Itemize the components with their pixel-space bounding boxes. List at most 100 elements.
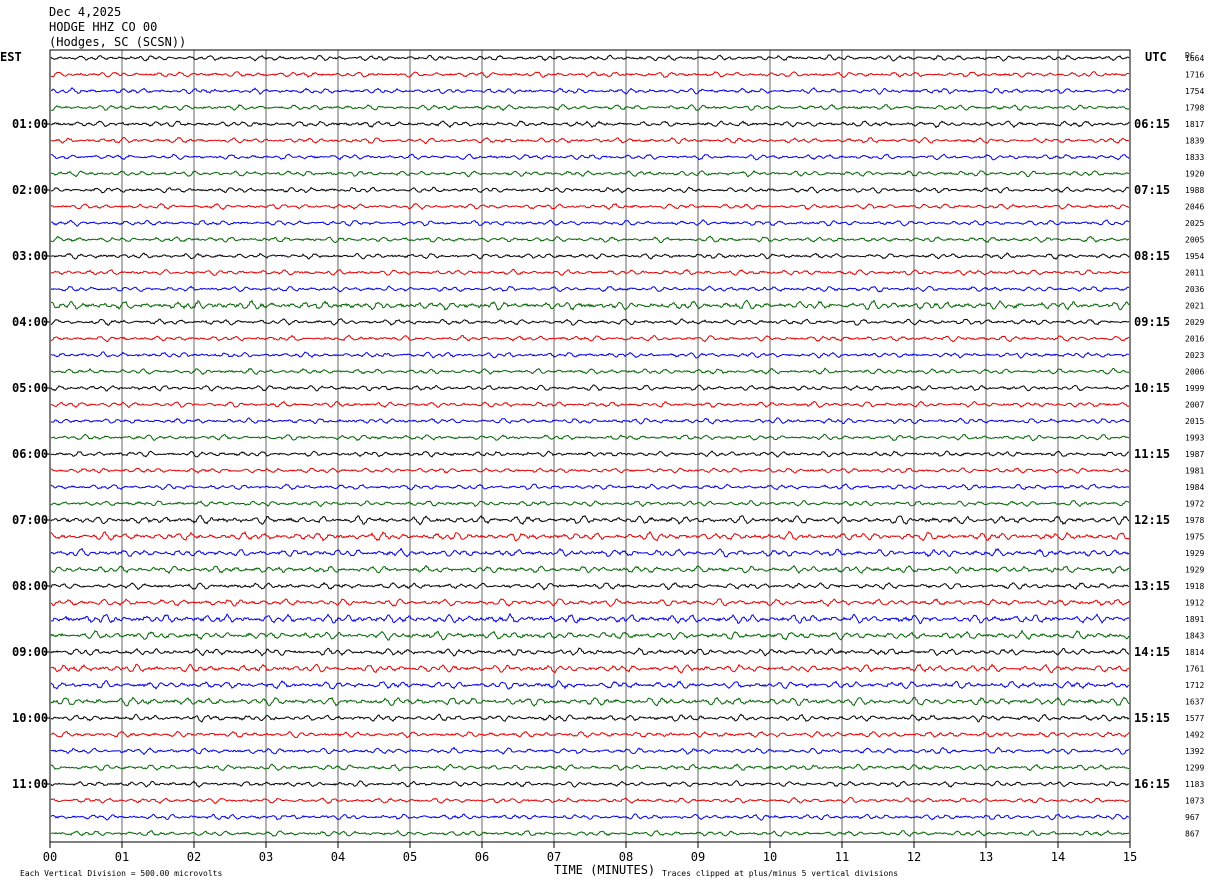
seismic-trace — [50, 450, 1130, 458]
grid — [44, 49, 1131, 848]
dc-offset-label: 1929 — [1185, 566, 1204, 575]
seismic-trace — [50, 829, 1130, 837]
dc-offset-label: 1981 — [1185, 467, 1204, 476]
seismic-trace — [50, 467, 1130, 474]
seismic-trace — [50, 299, 1130, 311]
axis-labels: EST UTC DC TIME (MINUTES) Each Vertical … — [0, 50, 1204, 878]
dc-offset-label: 1929 — [1185, 549, 1204, 558]
clipping-note: Traces clipped at plus/minus 5 vertical … — [662, 869, 898, 878]
station-name: HODGE HHZ CO 00 — [49, 20, 158, 34]
x-tick-label: 05 — [403, 850, 417, 864]
dc-offset-label: 2036 — [1185, 285, 1204, 294]
dc-offset-label: 1577 — [1185, 714, 1204, 723]
station-location: (Hodges, SC (SCSN)) — [49, 35, 187, 49]
seismic-trace — [50, 285, 1130, 293]
dc-offset-label: 967 — [1185, 813, 1200, 822]
est-hour-label: 06:00 — [12, 447, 48, 461]
dc-offset-label: 1984 — [1185, 483, 1204, 492]
dc-offset-label: 1920 — [1185, 170, 1204, 179]
x-tick-label: 09 — [691, 850, 705, 864]
dc-offset-label: 1833 — [1185, 153, 1204, 162]
seismic-trace — [50, 170, 1130, 178]
dc-offset-label: 1817 — [1185, 120, 1204, 129]
utc-hour-label: 06:15 — [1134, 117, 1170, 131]
utc-hour-label: 13:15 — [1134, 579, 1170, 593]
seismic-trace — [50, 763, 1130, 772]
seismic-trace — [50, 400, 1130, 409]
est-hour-label: 04:00 — [12, 315, 48, 329]
dc-offset-label: 1754 — [1185, 87, 1204, 96]
x-tick-label: 13 — [979, 850, 993, 864]
seismic-trace — [50, 515, 1130, 526]
est-hour-label: 01:00 — [12, 117, 48, 131]
seismic-trace — [50, 730, 1130, 739]
seismic-trace — [50, 417, 1130, 425]
utc-hour-label: 16:15 — [1134, 777, 1170, 791]
seismic-trace — [50, 103, 1130, 112]
utc-label: UTC — [1145, 50, 1167, 64]
x-tick-label: 10 — [763, 850, 777, 864]
seismic-trace — [50, 186, 1130, 194]
seismic-trace — [50, 581, 1130, 591]
x-tick-label: 11 — [835, 850, 849, 864]
seismic-trace — [50, 318, 1130, 326]
seismic-trace — [50, 120, 1130, 129]
dc-offset-label: 1664 — [1185, 54, 1204, 63]
x-tick-label: 01 — [115, 850, 129, 864]
x-tick-label: 06 — [475, 850, 489, 864]
seismic-trace — [50, 483, 1130, 491]
seismic-trace — [50, 153, 1130, 161]
est-hour-label: 05:00 — [12, 381, 48, 395]
dc-offset-label: 2007 — [1185, 401, 1204, 410]
seismic-trace — [50, 384, 1130, 392]
x-tick-label: 15 — [1123, 850, 1137, 864]
dc-offset-label: 1839 — [1185, 137, 1204, 146]
est-label: EST — [0, 50, 22, 64]
dc-offset-label: 1987 — [1185, 450, 1204, 459]
dc-offset-label: 2016 — [1185, 335, 1204, 344]
traces — [50, 54, 1130, 837]
seismic-trace — [50, 663, 1130, 674]
dc-offset-label: 1912 — [1185, 599, 1204, 608]
utc-hour-label: 14:15 — [1134, 645, 1170, 659]
x-tick-label: 02 — [187, 850, 201, 864]
dc-offset-label: 1299 — [1185, 764, 1204, 773]
dc-offset-label: 1918 — [1185, 582, 1204, 591]
dc-offset-label: 2015 — [1185, 417, 1204, 426]
utc-hour-label: 10:15 — [1134, 381, 1170, 395]
dc-offset-label: 2021 — [1185, 302, 1204, 311]
dc-offset-label: 2006 — [1185, 368, 1204, 377]
dc-offset-label: 1891 — [1185, 615, 1204, 624]
x-tick-label: 03 — [259, 850, 273, 864]
seismic-trace — [50, 647, 1130, 657]
vertical-division-note: Each Vertical Division = 500.00 microvol… — [20, 869, 222, 878]
dc-offset-label: 1716 — [1185, 71, 1204, 80]
dc-offset-label: 2023 — [1185, 351, 1204, 360]
dc-offset-label: 2046 — [1185, 203, 1204, 212]
dc-offset-label: 1978 — [1185, 516, 1204, 525]
plot-frame — [49, 49, 1131, 843]
seismic-trace — [50, 351, 1130, 359]
est-hour-label: 08:00 — [12, 579, 48, 593]
dc-offset-label: 1761 — [1185, 665, 1204, 674]
utc-hour-label: 15:15 — [1134, 711, 1170, 725]
dc-offset-label: 1988 — [1185, 186, 1204, 195]
x-axis-title: TIME (MINUTES) — [554, 863, 655, 877]
dc-offset-label: 1954 — [1185, 252, 1204, 261]
x-tick-label: 08 — [619, 850, 633, 864]
seismic-trace — [50, 796, 1130, 805]
dc-offset-label: 1814 — [1185, 648, 1204, 657]
seismic-trace — [50, 252, 1130, 260]
seismic-trace — [50, 54, 1130, 62]
dc-offset-label: 1999 — [1185, 384, 1204, 393]
seismic-trace — [50, 564, 1130, 575]
dc-offset-label: 1972 — [1185, 500, 1204, 509]
seismic-trace — [50, 499, 1130, 508]
dc-offset-label: 2029 — [1185, 318, 1204, 327]
est-hour-label: 10:00 — [12, 711, 48, 725]
seismic-trace — [50, 612, 1130, 625]
seismic-trace — [50, 547, 1130, 558]
est-hour-label: 11:00 — [12, 777, 48, 791]
dc-offset-label: 1843 — [1185, 632, 1204, 641]
x-tick-label: 00 — [43, 850, 57, 864]
